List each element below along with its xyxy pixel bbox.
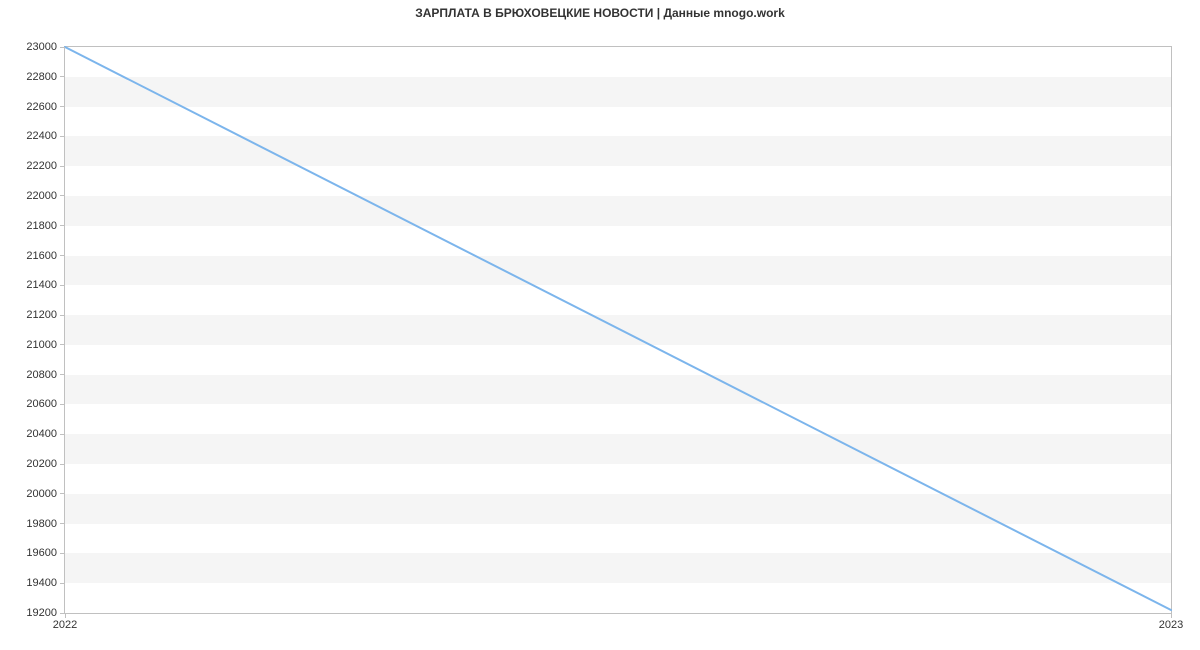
series-line-salary: [65, 47, 1171, 610]
y-tick-label: 21800: [26, 220, 57, 232]
x-tick: [65, 613, 66, 618]
y-tick: [60, 553, 65, 554]
y-tick: [60, 434, 65, 435]
y-tick: [60, 523, 65, 524]
x-tick-label: 2022: [53, 619, 77, 631]
y-tick-label: 19800: [26, 518, 57, 530]
y-tick: [60, 285, 65, 286]
chart-title: ЗАРПЛАТА В БРЮХОВЕЦКИЕ НОВОСТИ | Данные …: [0, 6, 1200, 20]
y-tick-label: 19600: [26, 547, 57, 559]
y-tick: [60, 136, 65, 137]
y-tick: [60, 76, 65, 77]
y-tick: [60, 106, 65, 107]
y-tick-label: 19400: [26, 577, 57, 589]
y-tick: [60, 344, 65, 345]
y-tick: [60, 47, 65, 48]
y-tick-label: 22400: [26, 130, 57, 142]
y-tick-label: 22800: [26, 71, 57, 83]
x-tick: [1171, 613, 1172, 618]
plot-area: 1920019400196001980020000202002040020600…: [64, 46, 1172, 614]
salary-chart: ЗАРПЛАТА В БРЮХОВЕЦКИЕ НОВОСТИ | Данные …: [0, 0, 1200, 650]
y-tick-label: 20400: [26, 428, 57, 440]
y-tick-label: 22000: [26, 190, 57, 202]
y-tick-label: 20200: [26, 458, 57, 470]
y-tick: [60, 195, 65, 196]
y-tick: [60, 493, 65, 494]
y-tick-label: 20000: [26, 488, 57, 500]
y-tick: [60, 464, 65, 465]
y-tick: [60, 374, 65, 375]
y-tick: [60, 315, 65, 316]
line-layer: [65, 47, 1171, 613]
x-tick-label: 2023: [1159, 619, 1183, 631]
y-tick-label: 21200: [26, 309, 57, 321]
y-tick-label: 23000: [26, 41, 57, 53]
y-tick-label: 21600: [26, 250, 57, 262]
y-tick: [60, 404, 65, 405]
y-tick: [60, 166, 65, 167]
y-tick: [60, 583, 65, 584]
y-tick-label: 20800: [26, 369, 57, 381]
y-tick-label: 19200: [26, 607, 57, 619]
y-tick-label: 21000: [26, 339, 57, 351]
y-tick-label: 20600: [26, 398, 57, 410]
y-tick-label: 22200: [26, 160, 57, 172]
y-tick: [60, 255, 65, 256]
y-tick: [60, 225, 65, 226]
y-tick-label: 21400: [26, 279, 57, 291]
y-tick-label: 22600: [26, 101, 57, 113]
